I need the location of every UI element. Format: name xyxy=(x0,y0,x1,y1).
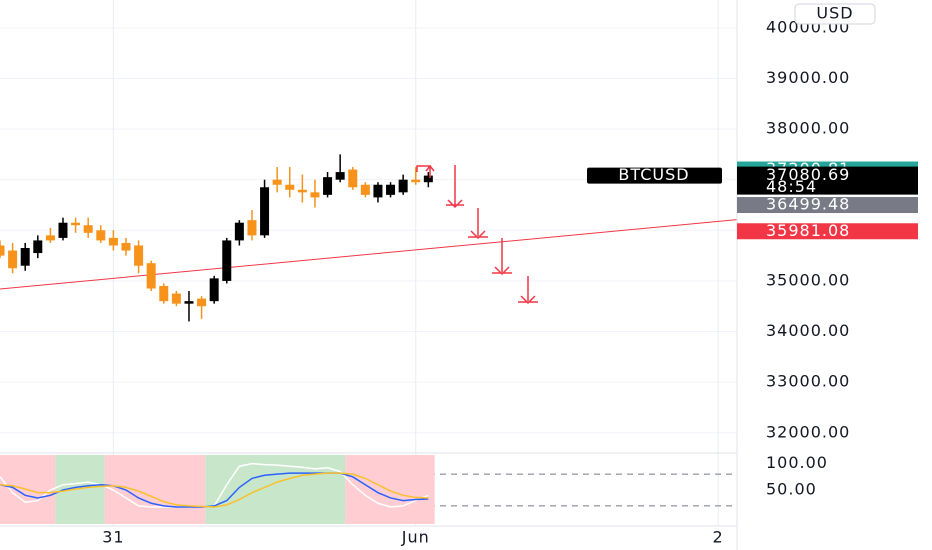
candle-body xyxy=(108,237,118,246)
candle-body xyxy=(197,298,207,307)
candle-body xyxy=(285,184,295,190)
candle-body xyxy=(121,242,131,251)
candle-body xyxy=(83,225,93,233)
candle-body xyxy=(20,248,30,266)
badge-label: 37080.69 xyxy=(766,165,850,184)
x-tick-label: Jun xyxy=(401,528,430,547)
candle-body xyxy=(335,172,345,180)
candle-body xyxy=(234,222,244,241)
marks xyxy=(0,154,738,508)
grid xyxy=(0,0,737,526)
x-tick-label: 31 xyxy=(102,528,124,547)
candle-body xyxy=(33,240,43,254)
candle-body xyxy=(323,177,333,195)
candle-body xyxy=(184,301,194,304)
symbol-badge xyxy=(587,167,722,184)
x-tick-label: 2 xyxy=(713,528,724,547)
badge-label: 36499.48 xyxy=(766,195,850,214)
indicator-zone xyxy=(104,455,206,524)
symbol-label: BTCUSD xyxy=(618,165,689,184)
candle-body xyxy=(209,278,219,302)
candle-body xyxy=(222,240,232,281)
candle-body xyxy=(58,222,68,238)
badge-label: 35981.08 xyxy=(766,221,850,240)
candle-body xyxy=(96,230,106,241)
arrow xyxy=(446,165,464,209)
candle-body xyxy=(0,245,5,256)
arrow xyxy=(468,208,488,240)
candle-body xyxy=(146,263,156,289)
currency-label[interactable]: USD xyxy=(816,4,853,23)
indicator-tick-label: 100.00 xyxy=(766,453,828,472)
indicator-line xyxy=(0,472,429,508)
y-tick-label: 38000.00 xyxy=(766,119,850,138)
candle-body xyxy=(272,179,282,185)
candle-body xyxy=(134,245,144,266)
candle-body xyxy=(373,184,383,198)
candle-body xyxy=(171,293,181,304)
indicator-tick-label: 50.00 xyxy=(766,480,817,499)
y-tick-label: 33000.00 xyxy=(766,372,850,391)
candle-body xyxy=(8,250,18,269)
price-badge xyxy=(737,197,918,214)
annotation-arrows xyxy=(416,164,538,305)
y-tick-label: 34000.00 xyxy=(766,321,850,340)
arrow xyxy=(492,238,512,276)
candle-body xyxy=(45,235,55,241)
y-tick-label: 35000.00 xyxy=(766,270,850,289)
indicator-zone xyxy=(345,455,435,524)
candle-body xyxy=(398,179,408,193)
price-badge xyxy=(737,223,918,240)
countdown-label: 48:54 xyxy=(766,177,817,196)
price-badge xyxy=(737,166,918,195)
arrow xyxy=(416,164,435,178)
y-tick-label: 39000.00 xyxy=(766,68,850,87)
trendline xyxy=(0,219,738,290)
candle-body xyxy=(423,175,433,183)
arrow xyxy=(518,276,538,305)
indicator-line xyxy=(0,472,429,508)
candle-body xyxy=(297,189,307,193)
candle-body xyxy=(310,192,320,198)
candle-body xyxy=(260,187,270,236)
candle-body xyxy=(348,169,358,188)
axes: 32000.0033000.0034000.0035000.0036000.00… xyxy=(102,17,918,547)
currency-button[interactable] xyxy=(794,3,876,25)
candle-body xyxy=(71,222,81,226)
candle-body xyxy=(411,179,421,183)
indicator-zones xyxy=(0,455,435,524)
indicator-zone xyxy=(205,455,346,524)
candle-body xyxy=(159,285,169,302)
candle-body xyxy=(386,184,396,195)
candle-body xyxy=(360,184,370,195)
candle-body xyxy=(247,220,257,236)
y-tick-label: 32000.00 xyxy=(766,422,850,441)
